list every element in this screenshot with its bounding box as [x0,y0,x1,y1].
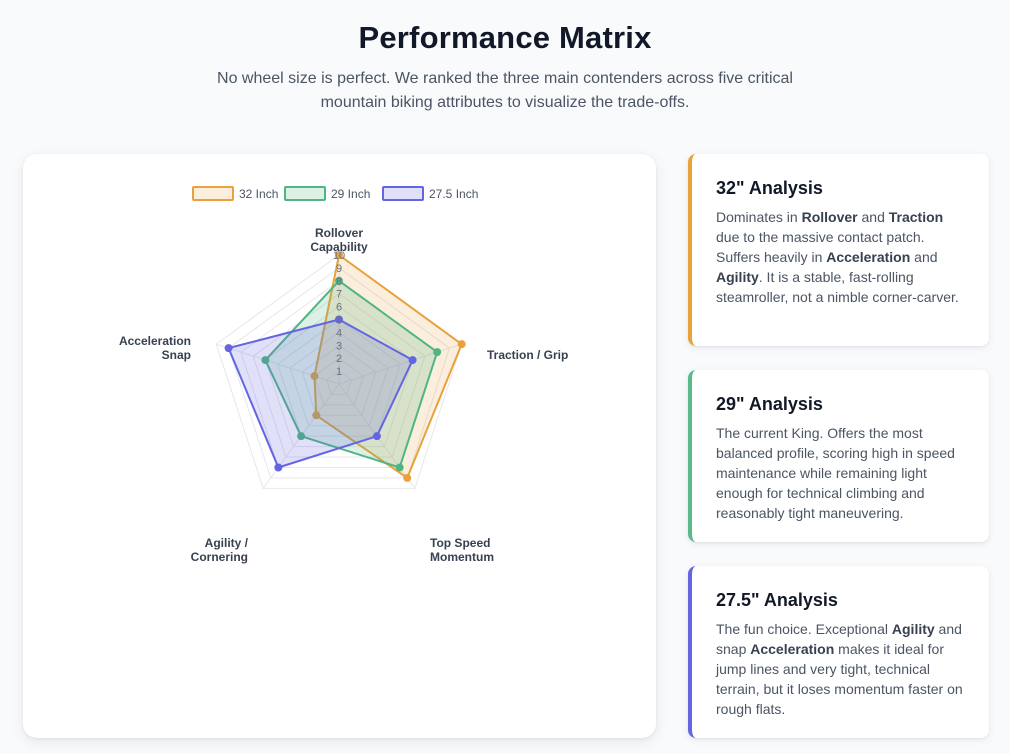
grid-ring-5 [277,318,401,437]
grid-ring-6 [264,305,414,448]
tick-label-8: 8 [336,276,342,288]
analysis-text-29: The current King. Offers the most balanc… [716,425,955,521]
analysis-card-32: 32" Analysis Dominates in Rollover and T… [688,154,989,346]
analysis-card-27-5: 27.5" Analysis The fun choice. Exception… [688,566,989,738]
grid-spoke-4 [216,343,340,385]
analysis-card-29: 29" Analysis The current King. Offers th… [688,370,989,542]
axis-label-1-0: Traction / Grip [487,348,568,362]
series-point-0-2 [403,473,412,482]
legend-swatch-1 [284,186,326,201]
tick-label-10: 10 [333,250,345,262]
analysis-title-27-5: 27.5" Analysis [716,590,838,610]
axis-label-4-1: Snap [162,348,191,362]
axis-label-2-0: Top Speed [430,536,490,550]
tick-label-2: 2 [336,353,342,365]
analysis-title-32: 32" Analysis [716,178,823,198]
grid-spoke-1 [338,343,462,385]
series-area-2 [227,318,414,469]
series-point-2-2 [372,432,381,441]
legend-swatch-2 [382,186,424,201]
series-point-2-0 [335,315,343,324]
series-point-2-4 [224,344,233,353]
tick-label-5: 5 [336,315,342,327]
series-point-0-3 [312,411,321,420]
legend-label-2: 27.5 Inch [429,187,478,201]
analysis-text-27-5: The fun choice. Exceptional Agility and … [716,621,963,717]
page-title: Performance Matrix [358,20,652,55]
legend-label-0: 32 Inch [239,187,278,201]
grid-ring-3 [301,344,377,416]
series-point-0-1 [457,340,466,349]
axis-label-3-0: Agility / [205,536,249,550]
axis-label-0-1: Capability [310,240,368,254]
grid-ring-9 [227,267,451,479]
tick-label-6: 6 [336,302,342,314]
radar-chart-card: 32 Inch 29 Inch 27.5 Inch 1 2 3 4 5 6 7 8 9 10 Roll… [23,154,656,738]
analysis-title-29: 29" Analysis [716,394,823,414]
series-point-1-0 [335,276,343,285]
legend-swatch-0 [192,186,234,201]
axis-label-4-0: Acceleration [119,334,191,348]
chart-legend: 32 Inch 29 Inch 27.5 Inch [192,186,478,201]
series-point-1-2 [395,463,404,472]
analysis-text-32: Dominates in Rollover and Traction due t… [716,209,959,305]
tick-label-3: 3 [336,340,342,352]
series-point-1-1 [433,348,442,357]
series-point-1-4 [261,356,270,365]
tick-label-1: 1 [336,366,342,378]
radar-series [224,251,466,482]
series-point-2-3 [274,463,283,472]
axis-label-2-1: Momentum [430,550,494,564]
tick-label-4: 4 [336,327,342,339]
tick-label-7: 7 [336,289,342,301]
series-point-0-0 [335,251,343,259]
axis-label-3-1: Cornering [191,550,248,564]
series-point-1-3 [297,432,306,441]
grid-ring-4 [289,331,389,427]
grid-ring-7 [252,293,426,458]
series-area-0 [313,254,463,479]
series-point-0-4 [310,372,319,381]
axis-label-0-0: Rollover [315,226,363,240]
series-point-2-1 [408,356,417,365]
grid-ring-1 [326,370,352,395]
legend-label-1: 29 Inch [331,187,370,201]
tick-label-9: 9 [336,263,342,275]
grid-ring-2 [313,357,365,406]
page-subtitle: No wheel size is perfect. We ranked the … [217,70,793,111]
